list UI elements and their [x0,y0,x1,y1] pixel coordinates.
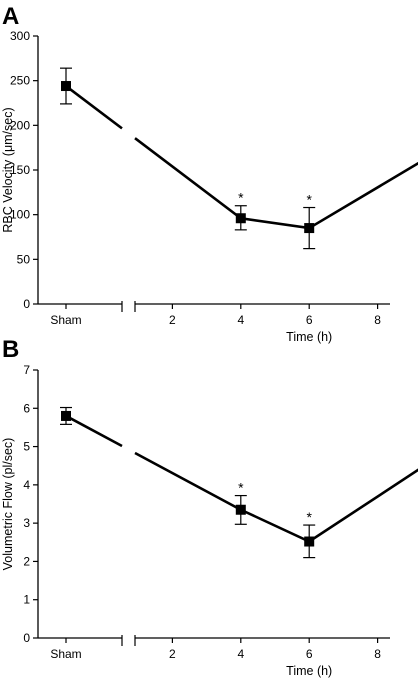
y-tick-label: 300 [10,29,30,43]
x-tick-label: 4 [237,647,244,661]
y-tick-label: 100 [10,208,30,222]
data-point-marker [235,504,246,515]
y-tick-label: 4 [23,478,30,492]
panel-letter: B [2,336,19,363]
x-tick-label: 6 [306,647,313,661]
series-line-sham-segment [65,414,123,448]
panel-letter: A [2,3,19,30]
series-line [134,137,418,230]
panel-b: B01234567Sham246810Time (h)Volumetric Fl… [1,336,418,678]
data-point-sham-marker [61,410,71,421]
y-tick-label: 2 [23,554,30,568]
x-tick-label: 4 [237,313,244,327]
significance-marker: * [306,509,312,525]
data-point-sham-marker [61,81,71,92]
y-axis-label: Volumetric Flow (pl/sec) [1,438,15,571]
x-tick-label: 8 [374,313,381,327]
significance-marker: * [238,190,244,206]
y-tick-label: 200 [10,118,30,132]
y-axis-label: RBC Velocity (μm/sec) [1,107,15,232]
y-tick-label: 7 [23,363,30,377]
x-tick-label: 2 [169,313,176,327]
x-axis-label: Time (h) [286,330,332,344]
panel-a: A050100150200250300Sham246810Time (h)RBC… [1,3,418,344]
significance-marker: * [306,192,312,208]
x-axis-label: Time (h) [286,664,332,678]
y-tick-label: 0 [23,631,30,645]
significance-marker: * [238,480,244,496]
y-tick-label: 6 [23,401,30,415]
data-point-marker [304,536,315,547]
y-tick-label: 3 [23,516,30,530]
y-tick-label: 0 [23,297,30,311]
data-point-marker [235,213,246,224]
x-tick-label: 8 [374,647,381,661]
y-tick-label: 50 [17,252,31,266]
y-tick-label: 150 [10,163,30,177]
series-line [134,451,418,544]
data-point-marker [304,223,315,234]
x-tick-label: 6 [306,313,313,327]
x-tick-label-sham: Sham [50,313,81,327]
series-line-sham-segment [65,84,123,130]
x-tick-label: 2 [169,647,176,661]
x-tick-label-sham: Sham [50,647,81,661]
y-tick-label: 250 [10,74,30,88]
y-tick-label: 1 [23,593,30,607]
y-tick-label: 5 [23,440,30,454]
